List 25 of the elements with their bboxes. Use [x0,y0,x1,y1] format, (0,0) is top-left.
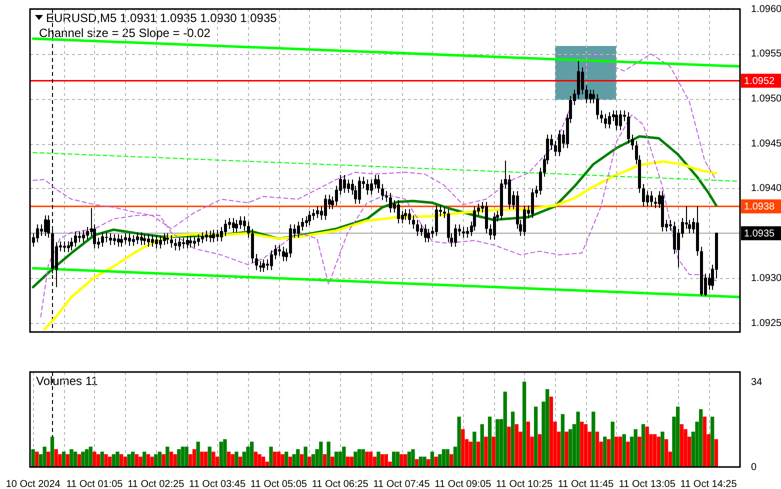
y-tick-label: 1.0940 [751,183,781,194]
x-tick-label: 11 Oct 09:05 [434,478,492,489]
y-tick-label: 0 [751,462,757,473]
x-tick-label: 11 Oct 06:25 [312,478,369,489]
ref-line-label: 1.0935 [744,228,776,240]
y-tick-label: 1.0955 [751,48,781,60]
x-tick-label: 11 Oct 01:05 [66,478,124,489]
x-tick-label: 11 Oct 13:05 [618,478,676,489]
y-tick-label: 1.0945 [751,138,781,150]
x-tick-label: 11 Oct 07:45 [373,478,430,489]
ref-line-label: 1.0938 [744,202,776,213]
x-tick-label: 11 Oct 10:25 [496,478,554,489]
x-tick-label: 10 Oct 2024 [6,478,61,489]
x-tick-label: 11 Oct 05:05 [250,478,308,489]
y-tick-label: 1.0960 [751,4,781,15]
x-tick-label: 11 Oct 11:45 [558,478,614,489]
y-tick-label: 1.0930 [751,272,781,284]
y-tick-label: 1.0925 [751,318,781,329]
chart-title: EURUSD,M5 1.0931 1.0935 1.0930 1.0935 [46,11,277,25]
y-tick-label: 1.0950 [751,93,781,104]
x-tick-label: 11 Oct 14:25 [680,478,738,489]
x-tick-label: 11 Oct 03:45 [189,478,246,489]
ref-line-label: 1.0952 [744,76,776,88]
y-tick-label: 34 [751,376,763,388]
x-tick-label: 11 Oct 02:25 [128,478,185,489]
